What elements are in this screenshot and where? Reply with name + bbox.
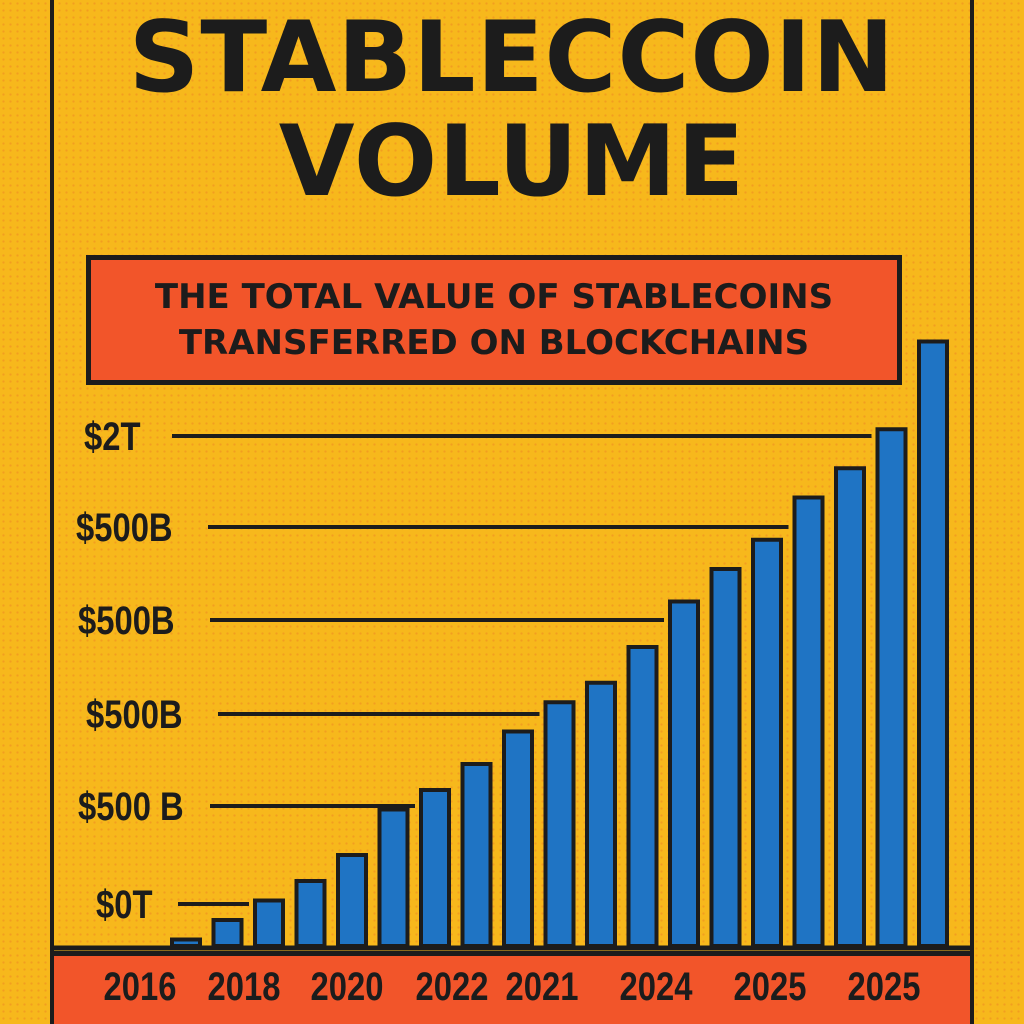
bar-13 — [668, 599, 700, 948]
x-tick-label-1: 2016 — [104, 964, 177, 1009]
x-tick-label-5: 2021 — [506, 964, 579, 1009]
bar-12 — [626, 645, 659, 948]
grid-lines — [172, 434, 872, 906]
x-tick-label-7: 2025 — [734, 964, 807, 1009]
y-tick-label-6: $2T — [84, 414, 141, 459]
bar-9 — [502, 729, 534, 948]
bar-18 — [875, 427, 908, 948]
chart-title: STABLECCOIN VOLUME — [54, 6, 970, 214]
bar-5 — [336, 853, 368, 948]
bar-8 — [460, 762, 493, 948]
bar-19 — [917, 339, 949, 948]
chart-subtitle: THE TOTAL VALUE OF STABLECOINS TRANSFERR… — [155, 274, 833, 366]
x-axis-band — [54, 951, 970, 1024]
y-tick-label-5: $500B — [76, 505, 173, 550]
bar-11 — [585, 680, 617, 948]
bar-10 — [543, 700, 576, 948]
x-tick-label-2: 2018 — [208, 964, 281, 1009]
bar-7 — [419, 788, 451, 948]
bar-2 — [211, 918, 244, 948]
bar-1 — [170, 937, 202, 948]
x-axis-tick-labels: 2016 2018 2020 2022 2021 2024 2025 2025 — [104, 964, 921, 1009]
x-tick-label-8: 2025 — [848, 964, 921, 1009]
y-tick-label-3: $500B — [86, 692, 183, 737]
title-line-1: STABLECCOIN — [128, 1, 896, 115]
subtitle-box: THE TOTAL VALUE OF STABLECOINS TRANSFERR… — [86, 255, 902, 385]
y-axis-tick-labels: $0T $500 B $500B $500B $500B $2T — [76, 414, 184, 927]
bar-17 — [834, 466, 866, 948]
bar-16 — [792, 495, 825, 948]
x-tick-label-3: 2020 — [311, 964, 384, 1009]
bar-4 — [294, 879, 327, 948]
bar-14 — [709, 567, 742, 948]
y-tick-label-2: $500 B — [78, 784, 184, 829]
bar-3 — [253, 898, 285, 948]
x-tick-label-6: 2024 — [620, 964, 694, 1009]
subtitle-line-1: THE TOTAL VALUE OF STABLECOINS — [154, 277, 834, 317]
y-tick-label-4: $500B — [78, 598, 175, 643]
bar-6 — [377, 807, 410, 948]
bars — [170, 339, 949, 948]
bar-15 — [751, 537, 783, 948]
frame-right-border — [970, 0, 974, 1024]
frame-left-border — [50, 0, 54, 1024]
y-tick-label-1: $0T — [96, 882, 153, 927]
title-line-2: VOLUME — [278, 105, 746, 219]
subtitle-line-2: TRANSFERRED ON BLOCKCHAINS — [178, 323, 810, 363]
x-tick-label-4: 2022 — [416, 964, 489, 1009]
